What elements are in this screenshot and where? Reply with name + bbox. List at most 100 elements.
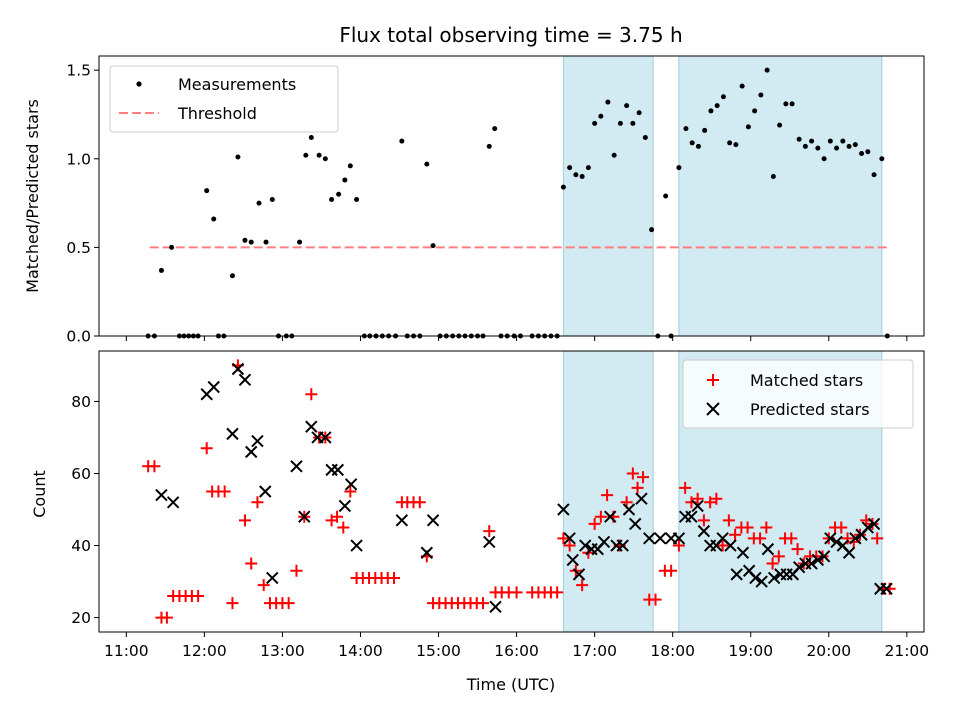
predicted-star-point [805, 557, 818, 570]
matched-star-point [760, 521, 773, 534]
predicted-star-point [817, 550, 831, 563]
predicted-star-point [305, 420, 318, 433]
measurement-point [708, 108, 714, 114]
measurement-point [630, 120, 636, 126]
matched-star-point [665, 564, 678, 577]
matched-star-point [588, 517, 601, 530]
measurement-point [834, 145, 840, 151]
matched-star-point [772, 550, 785, 563]
predicted-star-point [697, 524, 711, 538]
legend-measurements-label: Measurements [178, 75, 296, 94]
measurement-point [720, 94, 726, 100]
matched-star-point [551, 586, 564, 599]
y-tick-label: 1.5 [66, 62, 91, 80]
measurement-point [329, 197, 335, 203]
measurement-point [758, 92, 764, 98]
matched-star-point [871, 532, 884, 545]
matched-star-point [510, 586, 523, 599]
measurement-point [347, 163, 353, 169]
predicted-star-point [830, 535, 843, 549]
predicted-star-point [604, 510, 617, 523]
legend-measurements-marker [136, 81, 142, 87]
matched-star-point [238, 514, 251, 527]
measurement-point [229, 273, 235, 279]
legend-predicted-marker [706, 402, 720, 416]
matched-star-point [672, 539, 685, 552]
measurement-point [840, 138, 846, 144]
measurement-point [424, 161, 430, 167]
predicted-star-point [395, 514, 409, 527]
x-tick-label: 13:00 [260, 642, 305, 660]
predicted-star-point [290, 460, 303, 473]
measurement-point [879, 156, 885, 162]
measurement-point [430, 243, 436, 249]
matched-star-point [594, 510, 607, 523]
predicted-star-point [691, 499, 704, 513]
predicted-star-point [426, 514, 440, 527]
matched-star-point [218, 485, 231, 498]
matched-star-point [626, 467, 639, 480]
predicted-star-point [653, 532, 667, 545]
matched-star-point [649, 593, 662, 606]
matched-star-point [388, 571, 401, 584]
predicted-star-point [266, 571, 279, 585]
predicted-star-point [557, 503, 570, 516]
matched-star-point [766, 557, 779, 570]
predicted-star-point [792, 560, 806, 574]
matched-star-point [785, 532, 798, 545]
predicted-star-point [579, 539, 592, 552]
matched-star-point [483, 525, 496, 538]
measurement-point [809, 138, 815, 144]
x-tick-label: 11:00 [104, 642, 149, 660]
y-tick-label: 80 [71, 393, 91, 411]
x-tick-label: 15:00 [416, 642, 461, 660]
measurement-point [846, 143, 852, 149]
measurement-point [256, 200, 262, 206]
matched-star-point [704, 496, 717, 509]
matched-star-point [337, 521, 350, 534]
predicted-star-point [842, 546, 856, 559]
ratio-legend: Measurements Threshold [109, 65, 339, 133]
matched-star-point [631, 481, 644, 494]
matched-star-point [722, 514, 735, 527]
matched-star-point [710, 492, 723, 505]
y-tick-label: 40 [71, 537, 91, 555]
predicted-star-point [483, 535, 496, 549]
matched-star-point [791, 543, 804, 556]
predicted-star-point [166, 496, 180, 509]
legend-matched-marker [707, 374, 719, 386]
matched-star-point [257, 579, 270, 592]
measurement-point [752, 108, 758, 114]
measurement-point [605, 99, 611, 105]
y-tick-label: 20 [71, 609, 91, 627]
predicted-star-point [861, 521, 875, 534]
predicted-star-point [730, 568, 743, 581]
predicted-star-point [749, 571, 762, 585]
matched-star-point [192, 589, 205, 602]
measurement-point [297, 239, 303, 245]
matched-star-point [697, 514, 710, 527]
predicted-star-point [350, 539, 363, 552]
measurement-point [624, 103, 630, 109]
predicted-star-point [622, 503, 636, 516]
x-tick-label: 19:00 [728, 642, 773, 660]
measurement-point [308, 135, 314, 141]
y-tick-label: 0.5 [66, 239, 91, 257]
ratio-x-ticks [125, 336, 908, 341]
predicted-star-point [231, 362, 245, 376]
matched-star-point [282, 597, 295, 610]
measurement-point [573, 172, 579, 178]
ratio-y-ticks: 0.0 0.5 1.0 1.5 [66, 62, 99, 346]
measurement-point [598, 113, 604, 119]
matched-star-point [245, 557, 258, 570]
matched-star-point [679, 481, 692, 494]
predicted-star-point [238, 373, 252, 387]
measurement-point [322, 156, 328, 162]
predicted-star-point [685, 510, 698, 523]
ratio-y-axis-label: Matched/Predicted stars [23, 99, 42, 293]
observing-window [562, 55, 654, 337]
observing-window [678, 55, 883, 337]
x-tick-label: 14:00 [338, 642, 383, 660]
predicted-star-point [298, 510, 311, 523]
